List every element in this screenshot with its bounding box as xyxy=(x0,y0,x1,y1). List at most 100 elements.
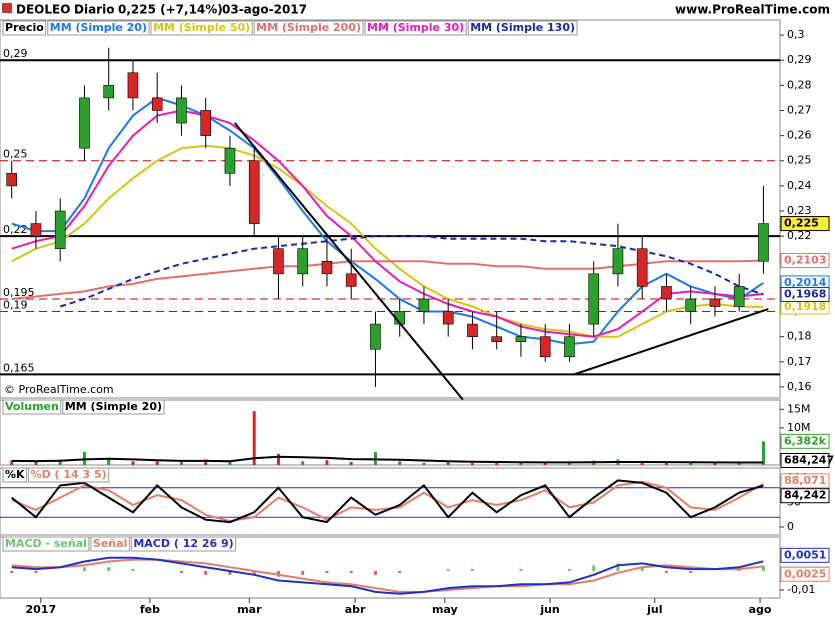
icon xyxy=(2,3,12,13)
volume-bar xyxy=(689,462,693,465)
y-tick-label: 10M xyxy=(787,421,811,434)
volume-bar xyxy=(761,441,765,465)
level-label: 0,195 xyxy=(3,286,35,299)
legend-label: MM (Simple 200) xyxy=(256,21,361,34)
x-tick-label: feb xyxy=(140,603,160,616)
candle-body xyxy=(758,223,769,262)
volume-last-label: 6,382k xyxy=(784,434,827,447)
legend-box xyxy=(130,536,237,552)
volume-bar xyxy=(276,453,280,465)
candle-body xyxy=(636,248,648,287)
stoch-d-label-box xyxy=(780,473,830,489)
trendline xyxy=(573,308,769,376)
candle-body xyxy=(54,210,66,250)
y-tick-label: 0,23 xyxy=(787,204,812,217)
candle-body xyxy=(224,147,236,174)
legend-label: MM (Simple 20) xyxy=(65,400,162,413)
moving-average xyxy=(11,109,764,338)
macd-hist xyxy=(349,571,353,573)
volume-bar xyxy=(495,462,499,465)
volume-ma xyxy=(11,455,764,464)
moving-average xyxy=(59,235,764,308)
volume-panel xyxy=(0,399,781,466)
ma-value-label: 0,2103 xyxy=(784,254,826,267)
y-tick-label: 0,28 xyxy=(787,78,812,91)
candle-body xyxy=(297,248,309,275)
candle-body xyxy=(564,336,575,358)
legend-label: MM (Simple 20) xyxy=(50,21,147,34)
volume-bar xyxy=(228,461,232,465)
candle-body xyxy=(273,248,284,275)
y-tick-label: 0,25 xyxy=(787,154,812,167)
legend-box xyxy=(2,467,28,483)
macd-hist xyxy=(592,565,596,572)
volume-bar xyxy=(349,462,353,465)
macd-hist xyxy=(616,563,620,572)
x-tick-label: ago xyxy=(749,603,772,616)
y-tick-label: 0,17 xyxy=(787,355,812,368)
legend-box xyxy=(253,20,364,36)
volume-bar xyxy=(325,460,329,465)
ma-value-label: 0,1918 xyxy=(784,300,826,313)
last-price-label: 0,225 xyxy=(784,217,819,230)
legend-box xyxy=(2,399,62,415)
macd-hist xyxy=(325,571,329,573)
candle-body xyxy=(612,248,624,275)
trendline xyxy=(234,122,464,401)
macd-hist xyxy=(689,571,693,573)
volume-bar xyxy=(446,462,450,465)
y-tick-label: 0,16 xyxy=(787,380,812,393)
volume-bar xyxy=(204,459,208,465)
candle-body xyxy=(6,173,17,187)
y-tick-label: 0,24 xyxy=(787,179,812,192)
volume-last-label-box xyxy=(780,433,830,449)
macd-hist xyxy=(179,571,183,573)
volume-bar xyxy=(58,459,62,465)
legend-label: MACD ( 12 26 9) xyxy=(133,537,233,550)
legend-box xyxy=(364,20,467,36)
candle-body xyxy=(248,160,260,224)
macd-hist xyxy=(82,567,86,572)
candle-body xyxy=(442,311,454,325)
candle-body xyxy=(30,223,42,237)
macd-hist xyxy=(567,569,571,572)
volume-bar xyxy=(155,460,159,465)
macd-hist xyxy=(664,571,668,573)
candle-body xyxy=(709,298,721,307)
macd-hist xyxy=(373,571,377,575)
ma-value-label-box xyxy=(780,286,830,302)
volume-bar xyxy=(422,462,426,465)
x-tick-label: may xyxy=(432,603,458,616)
moving-average xyxy=(11,96,764,346)
level-label: 0,19 xyxy=(3,299,28,312)
copyright: © ProRealTime.com xyxy=(4,383,114,396)
y-tick-label: 0,29 xyxy=(787,53,812,66)
macd-signal xyxy=(11,558,764,593)
macd-hist xyxy=(252,571,256,575)
macd-hist xyxy=(398,571,402,573)
period: Diario xyxy=(74,3,114,17)
legend-label: %D ( 14 3 5) xyxy=(31,468,107,481)
macd-signal-label: 0,0025 xyxy=(784,567,826,580)
stoch-k-label-box xyxy=(780,488,830,504)
x-tick-label: jun xyxy=(539,603,559,616)
x-tick-label: mar xyxy=(237,603,262,616)
macd-hist xyxy=(519,569,523,572)
macd-hist xyxy=(228,571,232,575)
stoch-panel xyxy=(0,467,781,536)
candle-body xyxy=(345,273,357,287)
level-label: 0,25 xyxy=(3,148,28,161)
plot-layer: 0,160,170,180,190,20,210,220,230,240,250… xyxy=(0,20,834,616)
candle-body xyxy=(321,260,333,275)
date: 03-ago-2017 xyxy=(222,3,307,17)
volume-bar xyxy=(179,462,183,465)
candle-body xyxy=(79,97,90,149)
y-tick-label: -0,01 xyxy=(787,583,815,596)
legend-box xyxy=(467,20,578,36)
legend-box xyxy=(150,20,253,36)
candle-body xyxy=(176,97,187,124)
macd-signal-label-box xyxy=(780,566,830,582)
macd-hist xyxy=(34,571,38,573)
